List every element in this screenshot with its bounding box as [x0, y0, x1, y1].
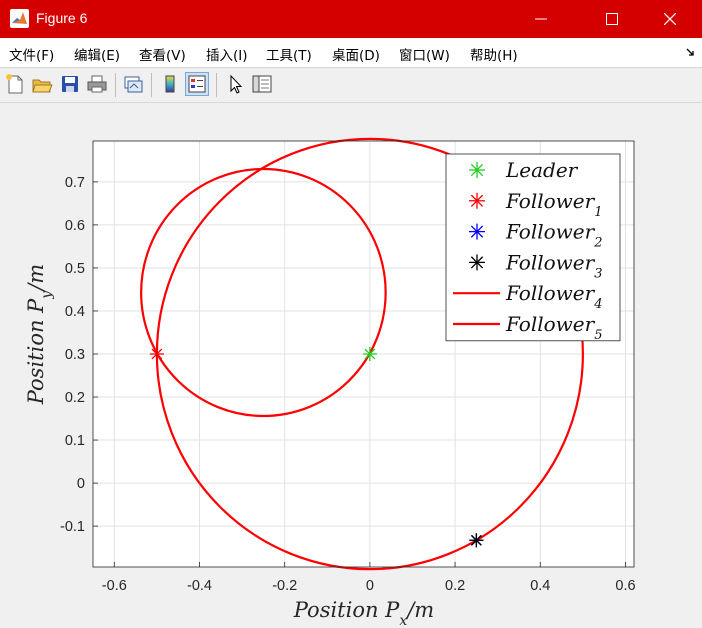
y-tick-label: 0.4 — [65, 304, 85, 320]
legend-entry: Follower5 — [505, 312, 602, 343]
legend-entry: Follower2 — [505, 220, 602, 251]
menu-desktop[interactable]: 桌面(D) — [332, 48, 380, 64]
close-icon — [664, 13, 676, 25]
legend[interactable]: LeaderFollower1Follower2Follower3Followe… — [445, 153, 621, 343]
x-tick-label: -0.6 — [102, 578, 127, 594]
legend-entry: Follower1 — [505, 189, 602, 220]
marker-leader — [362, 347, 377, 361]
open-icon[interactable] — [31, 73, 53, 95]
menu-tools[interactable]: 工具(T) — [266, 48, 312, 64]
save-icon[interactable] — [59, 73, 81, 95]
toolbar-separator — [216, 73, 217, 97]
legend-box — [445, 153, 621, 342]
x-tick-label: 0.2 — [445, 578, 465, 594]
y-tick-label: 0.2 — [65, 390, 85, 406]
legend-entry: Follower4 — [505, 281, 602, 312]
window-title: Figure 6 — [36, 10, 88, 26]
legend-icon[interactable] — [185, 72, 209, 96]
new-figure-icon[interactable] — [4, 73, 26, 95]
marker-follower3 — [469, 533, 484, 548]
x-tick-labels: -0.6 -0.4 -0.2 0 0.2 0.4 0.6 — [102, 578, 636, 594]
x-tick-label: 0 — [366, 578, 374, 594]
maximize-icon — [606, 13, 618, 25]
axes-box — [92, 140, 635, 568]
y-tick-label: 0.6 — [65, 218, 85, 234]
colorbar-icon[interactable] — [159, 73, 181, 95]
x-axis-label: Position Px/m — [293, 598, 434, 628]
legend-marker — [469, 162, 485, 178]
legend-entry: Leader — [505, 158, 579, 182]
legend-entry: Follower3 — [505, 250, 602, 281]
minimize-button[interactable] — [518, 0, 564, 38]
legend-marker — [469, 192, 485, 209]
y-tick-label: 0.7 — [65, 175, 85, 191]
menu-file[interactable]: 文件(F) — [9, 48, 55, 64]
menu-edit[interactable]: 编辑(E) — [74, 48, 121, 64]
toolbar — [0, 67, 702, 103]
y-tick-label: 0.1 — [65, 433, 85, 449]
y-axis-label-text: Position Py/m — [24, 264, 55, 405]
y-tick-label: 0 — [77, 476, 85, 492]
maximize-button[interactable] — [589, 0, 635, 38]
dock-arrow-icon[interactable] — [686, 48, 695, 57]
menu-view[interactable]: 查看(V) — [139, 48, 186, 64]
link-plot-icon[interactable] — [122, 73, 144, 95]
y-tick-label: -0.1 — [60, 519, 85, 535]
print-icon[interactable] — [86, 73, 108, 95]
y-tick-label: 0.3 — [65, 347, 85, 363]
legend-marker — [469, 223, 485, 240]
property-inspector-icon[interactable] — [251, 73, 273, 95]
x-axis-label-text: Position Px/m — [293, 598, 434, 628]
menu-bar: 文件(F) 编辑(E) 查看(V) 插入(I) 工具(T) 桌面(D) 窗口(W… — [0, 38, 702, 67]
toolbar-separator — [115, 73, 116, 97]
title-bar: Figure 6 — [0, 0, 702, 38]
menu-help[interactable]: 帮助(H) — [470, 48, 518, 64]
data-markers — [149, 347, 484, 548]
matlab-icon — [10, 9, 29, 28]
toolbar-separator — [151, 73, 152, 97]
figure-canvas: -0.6 -0.4 -0.2 0 0.2 0.4 0.6 -0.1 0 0.1 0.2 0.3 0.4… — [24, 137, 636, 628]
x-tick-label: 0.6 — [615, 578, 635, 594]
x-tick-label: -0.2 — [272, 578, 297, 594]
marker-follower1 — [149, 347, 164, 361]
pointer-icon[interactable] — [224, 73, 246, 95]
minimize-icon — [535, 18, 547, 20]
y-tick-labels: -0.1 0 0.1 0.2 0.3 0.4 0.5 0.6 0.7 — [60, 175, 85, 535]
x-tick-label: 0.4 — [530, 578, 550, 594]
y-axis-label: Position Py/m — [24, 264, 55, 405]
close-button[interactable] — [647, 0, 693, 38]
curve-follower4 — [140, 167, 387, 418]
legend-marker — [469, 254, 485, 271]
y-tick-label: 0.5 — [65, 261, 85, 277]
menu-insert[interactable]: 插入(I) — [206, 48, 248, 64]
x-tick-label: -0.4 — [187, 578, 212, 594]
menu-window[interactable]: 窗口(W) — [399, 48, 450, 64]
